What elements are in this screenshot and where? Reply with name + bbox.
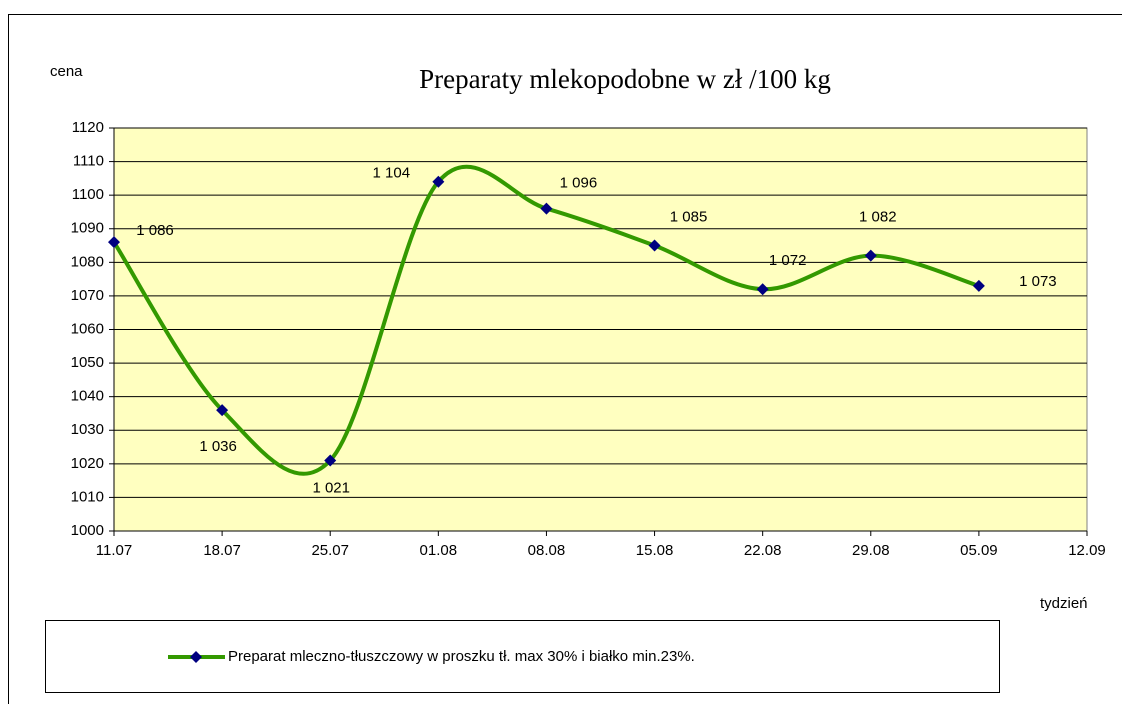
x-axis-label: tydzień [1040, 595, 1088, 612]
y-tick-label: 1120 [72, 119, 104, 136]
data-label: 1 073 [1019, 273, 1057, 290]
data-label: 1 096 [560, 175, 598, 192]
x-tick-label: 01.08 [420, 542, 458, 559]
y-tick-label: 1020 [71, 455, 104, 472]
x-tick-label: 18.07 [203, 542, 241, 559]
data-marker [756, 283, 769, 296]
data-label: 1 036 [199, 438, 237, 455]
x-tick-label: 15.08 [636, 542, 674, 559]
y-tick-label: 1030 [71, 421, 104, 438]
data-label: 1 086 [136, 222, 174, 239]
y-tick-label: 1110 [73, 153, 104, 170]
x-tick-label: 08.08 [528, 542, 566, 559]
data-label: 1 082 [859, 209, 897, 226]
y-tick-label: 1010 [71, 488, 104, 505]
y-tick-label: 1070 [71, 287, 104, 304]
data-marker [648, 239, 661, 252]
y-tick-label: 1000 [71, 522, 104, 539]
data-marker [864, 249, 877, 262]
x-tick-label: 11.07 [96, 542, 132, 559]
data-label: 1 072 [769, 252, 807, 269]
series-line [112, 164, 980, 476]
x-tick-label: 05.09 [960, 542, 998, 559]
data-marker [972, 279, 985, 292]
data-marker [432, 175, 445, 188]
y-axis-label: cena [50, 63, 83, 80]
data-marker [540, 202, 553, 215]
x-tick-label: 12.09 [1068, 542, 1106, 559]
data-label: 1 021 [312, 479, 350, 496]
y-tick-label: 1050 [71, 354, 104, 371]
data-label: 1 085 [670, 209, 708, 226]
y-tick-label: 1040 [71, 388, 104, 405]
x-tick-label: 22.08 [744, 542, 782, 559]
x-tick-label: 25.07 [311, 542, 349, 559]
y-tick-label: 1090 [71, 220, 104, 237]
data-label: 1 104 [373, 165, 411, 182]
legend-label: Preparat mleczno-tłuszczowy w proszku tł… [228, 648, 695, 665]
chart-title: Preparaty mlekopodobne w zł /100 kg [419, 64, 831, 94]
y-tick-label: 1080 [71, 253, 104, 270]
y-tick-label: 1100 [72, 186, 104, 203]
data-marker [324, 454, 337, 467]
data-marker [108, 236, 120, 249]
legend-marker [190, 651, 202, 663]
y-tick-label: 1060 [71, 320, 104, 337]
data-marker [216, 404, 229, 417]
x-tick-label: 29.08 [852, 542, 890, 559]
